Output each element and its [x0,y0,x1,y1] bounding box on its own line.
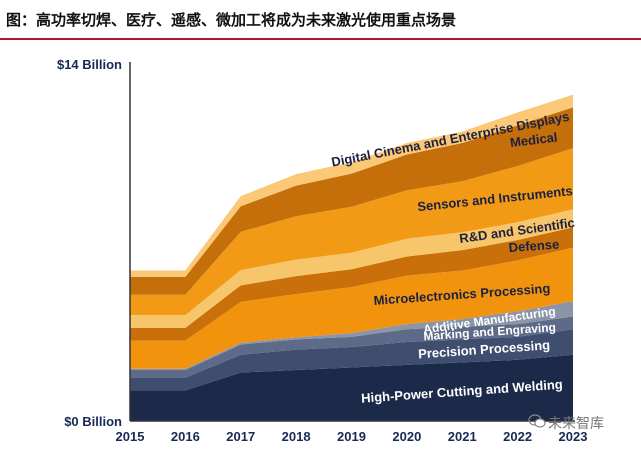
wechat-icon [528,414,546,428]
y-tick-label: $14 Billion [57,57,122,72]
stacked-area-chart: 2015 2016 2017 2018 2019 2020 2021 2022 2023 $14 … [57,57,588,444]
area-series-8 [130,148,573,316]
series-label: Defense [508,237,560,255]
area-series-6 [130,227,573,341]
area-series-3 [130,316,573,378]
x-tick-label: 2015 [116,429,145,444]
series-label: Medical [509,129,558,150]
page-title: 图：高功率切焊、医疗、遥感、微加工将成为未来激光使用重点场景 [6,11,457,29]
area-series-1 [130,354,573,421]
watermark-text: 未来智库 [548,416,604,432]
x-tick-label: 2022 [503,429,532,444]
area-series-4 [130,301,573,370]
x-tick-label: 2018 [282,429,311,444]
area-series-9 [130,107,573,295]
area-series-2 [130,329,573,391]
x-tick-label: 2023 [559,429,588,444]
x-tick-label: 2020 [392,429,421,444]
x-tick-label: 2021 [448,429,477,444]
x-tick-label: 2016 [171,429,200,444]
y-tick-label: $0 Billion [64,414,122,429]
header-bar: 图：高功率切焊、医疗、遥感、微加工将成为未来激光使用重点场景 [0,0,641,40]
x-tick-label: 2017 [226,429,255,444]
area-series-5 [130,247,573,369]
area-series-7 [130,209,573,328]
area-series-10 [130,94,573,277]
x-tick-label: 2019 [337,429,366,444]
